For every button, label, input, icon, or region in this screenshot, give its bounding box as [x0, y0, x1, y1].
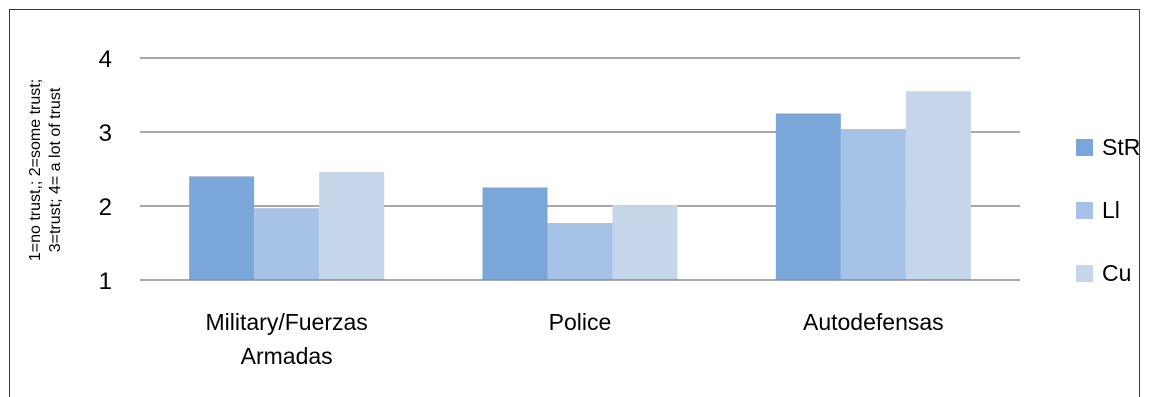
y-tick-label: 1 [99, 268, 112, 295]
legend-swatch-ll [1076, 202, 1093, 219]
x-category-label: Armadas [241, 343, 333, 369]
bar-str-1 [189, 176, 255, 280]
x-category-label: Autodefensas [803, 309, 944, 335]
y-tick-labels: 1 2 3 4 [99, 46, 112, 295]
y-tick-label: 3 [99, 120, 112, 147]
bar-ll-1 [254, 208, 320, 280]
y-tick-label: 4 [99, 46, 112, 73]
legend: StR Ll Cu [1076, 134, 1140, 286]
legend-swatch-str [1076, 139, 1093, 156]
x-category-labels: Military/Fuerzas Armadas Police Autodefensa… [206, 309, 944, 369]
legend-label-cu: Cu [1102, 260, 1131, 286]
y-axis-label-line: 1=no trust,; 2=some trust; [27, 79, 44, 261]
legend-label-ll: Ll [1102, 197, 1120, 223]
bar-str-2 [482, 187, 548, 280]
y-tick-label: 2 [99, 194, 112, 221]
bar-ll-3 [840, 129, 906, 280]
y-axis-label-line: 3=trust; 4= a lot of trust [47, 87, 64, 252]
bar-str-3 [775, 113, 841, 280]
x-category-label: Military/Fuerzas [206, 309, 368, 335]
y-axis-label: 1=no trust,; 2=some trust; 3=trust; 4= a … [27, 79, 64, 261]
legend-swatch-cu [1076, 265, 1093, 282]
legend-label-str: StR [1102, 134, 1140, 160]
bar-ll-2 [547, 223, 613, 280]
y-axis-title: 1=no trust,; 2=some trust; 3=trust; 4= a … [27, 79, 64, 261]
bar-cu-2 [612, 205, 678, 280]
bar-cu-3 [905, 91, 971, 280]
bar-cu-1 [319, 171, 385, 280]
bars [189, 91, 971, 280]
x-category-label: Police [549, 309, 612, 335]
